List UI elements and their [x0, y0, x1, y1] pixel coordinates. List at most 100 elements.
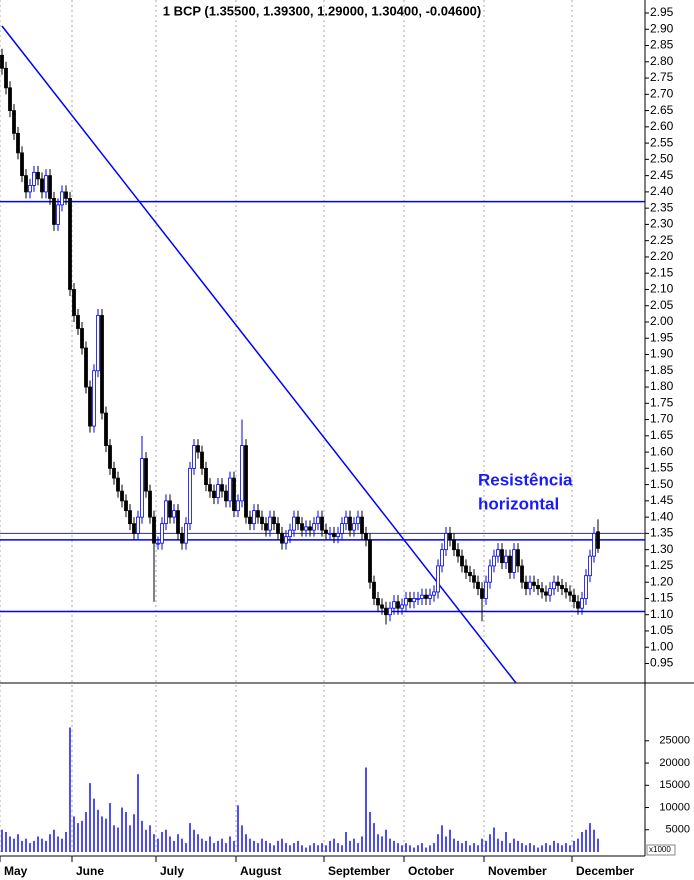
y-tick-label: 1.85: [650, 363, 674, 377]
y-tick-label: 2.75: [650, 70, 674, 84]
candle-body: [576, 601, 580, 609]
candle-body: [348, 516, 352, 531]
candle-body: [424, 594, 428, 599]
trendline: [1, 25, 517, 683]
y-tick-label: 1.50: [650, 477, 674, 491]
candle-body: [312, 523, 316, 531]
y-tick-label: 2.40: [650, 184, 674, 198]
candle-body: [404, 598, 408, 606]
candle-body: [192, 445, 196, 469]
y-tick-label: 1.80: [650, 379, 674, 393]
candle-body: [328, 532, 332, 535]
candle-body: [124, 500, 128, 512]
candle-body: [252, 510, 256, 525]
trend-group: [1, 25, 517, 683]
candle-body: [228, 477, 232, 502]
candle-body: [184, 523, 188, 544]
candle-body: [392, 601, 396, 609]
candle-body: [212, 490, 216, 499]
candle-body: [60, 191, 64, 206]
candle-body: [28, 184, 32, 193]
candle-body: [116, 477, 120, 492]
candle-body: [320, 516, 324, 531]
annotation: Resistência: [478, 470, 573, 489]
candle-body: [36, 171, 40, 180]
y-tick-label: 2.10: [650, 282, 674, 296]
y-tick-label: 2.35: [650, 200, 674, 214]
candle-body: [248, 516, 252, 525]
candle-body: [208, 484, 212, 492]
candle-body: [236, 500, 240, 512]
candle-body: [44, 175, 48, 193]
chart-title: 1 BCP (1.35500, 1.39300, 1.29000, 1.3040…: [163, 3, 482, 18]
candle-body: [220, 484, 224, 492]
candle-body: [308, 526, 312, 531]
candle-body: [552, 581, 556, 590]
candle-body: [148, 490, 152, 518]
candle-body: [532, 581, 536, 586]
candle-body: [376, 598, 380, 606]
candle-body: [400, 604, 404, 609]
y-tick-label: 2.90: [650, 21, 674, 35]
candle-body: [120, 490, 124, 502]
y-tick-label: 1.40: [650, 509, 674, 523]
y-tick-label: 1.25: [650, 558, 674, 572]
candle-body: [100, 315, 104, 414]
candle-body: [524, 581, 528, 590]
candle-body: [136, 516, 140, 534]
candle-body: [560, 585, 564, 590]
y-tick-label: 2.45: [650, 168, 674, 182]
candle-body: [56, 204, 60, 225]
y-tick-label: 2.30: [650, 217, 674, 231]
candle-body: [296, 516, 300, 525]
candle-body: [324, 529, 328, 534]
candle-body: [20, 152, 24, 177]
candle-body: [580, 598, 584, 609]
candle-body: [304, 526, 308, 531]
y2-tick-label: 20000: [659, 757, 690, 769]
candle-body: [92, 370, 96, 427]
y2-tick-label: 15000: [659, 779, 690, 791]
x-tick-label: November: [488, 864, 547, 878]
candle-body: [188, 467, 192, 525]
candle-body: [88, 386, 92, 427]
y-tick-label: 2.05: [650, 298, 674, 312]
candle-body: [368, 539, 372, 583]
y2-tick-label: 25000: [659, 735, 690, 747]
candle-body: [360, 516, 364, 534]
candle-body: [568, 591, 572, 596]
y2-tick-label: 10000: [659, 801, 690, 813]
y-tick-label: 1.10: [650, 607, 674, 621]
candle-body: [280, 532, 284, 544]
y-tick-label: 2.15: [650, 265, 674, 279]
candle-body: [412, 598, 416, 603]
candle-body: [496, 549, 500, 557]
candle-body: [144, 458, 148, 492]
candle-body: [200, 451, 204, 469]
candle-body: [8, 87, 12, 111]
y-tick-label: 2.25: [650, 233, 674, 247]
candle-body: [372, 581, 376, 599]
candle-body: [112, 467, 116, 479]
candle-body: [416, 598, 420, 600]
candle-body: [444, 532, 448, 551]
candle-body: [104, 412, 108, 446]
x-tick-label: October: [408, 864, 454, 878]
candle-body: [152, 516, 156, 544]
x-tick-label: June: [76, 864, 104, 878]
candle-body: [488, 565, 492, 583]
y-tick-label: 1.95: [650, 330, 674, 344]
candle-body: [164, 500, 168, 525]
y-tick-label: 1.30: [650, 542, 674, 556]
candle-body: [448, 532, 452, 541]
candle-body: [224, 490, 228, 502]
candle-body: [232, 477, 236, 512]
y-tick-label: 1.90: [650, 347, 674, 361]
y-tick-label: 2.70: [650, 86, 674, 100]
candle-body: [500, 549, 504, 564]
candle-body: [340, 523, 344, 534]
candle-body: [108, 445, 112, 469]
y-tick-label: 1.05: [650, 623, 674, 637]
